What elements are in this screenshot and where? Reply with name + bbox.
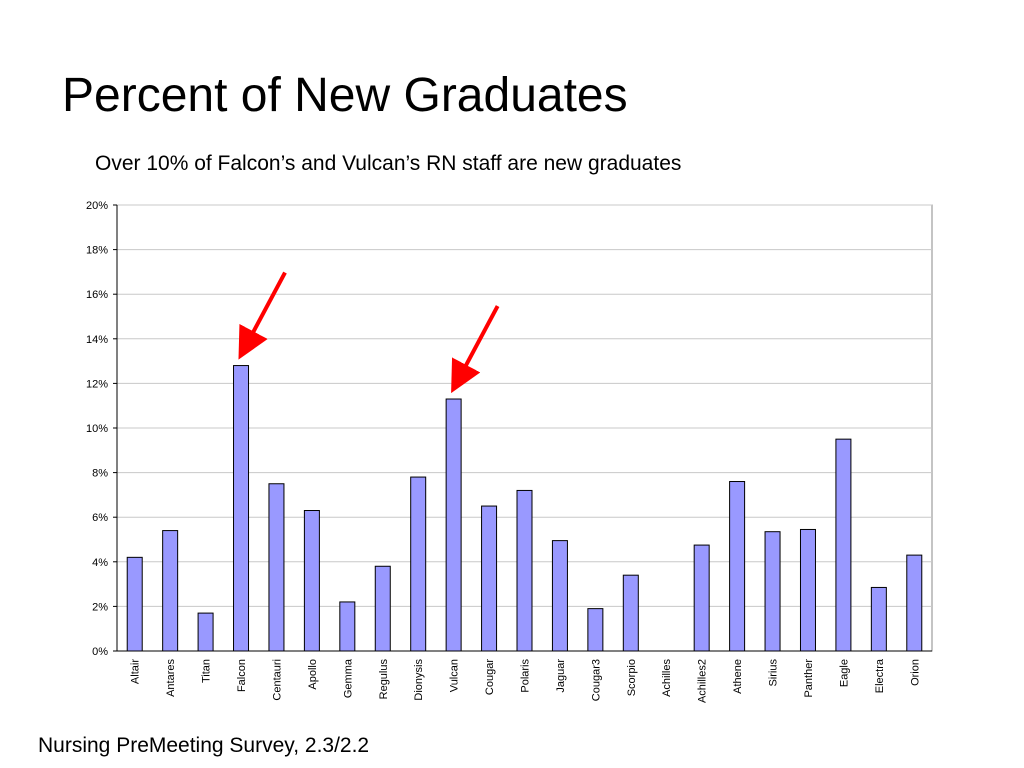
arrow-falcon <box>238 271 287 360</box>
x-tick-label: Antares <box>165 659 177 697</box>
bar-jaguar <box>551 540 568 652</box>
slide-subtitle: Over 10% of Falcon’s and Vulcan’s RN sta… <box>95 152 682 175</box>
x-tick-label: Eagle <box>838 659 850 687</box>
bar-dionysis <box>410 476 427 652</box>
slide-title: Percent of New Graduates <box>62 69 628 122</box>
gridlines <box>116 204 933 652</box>
annotations <box>238 271 500 394</box>
y-tick-label: 4% <box>92 557 108 569</box>
bar-vulcan <box>445 398 462 652</box>
bar-falcon <box>233 365 250 652</box>
x-tick-label: Apollo <box>307 659 319 690</box>
bar-cougar3 <box>587 608 604 652</box>
bar-eagle <box>835 438 852 652</box>
bar-achilles2 <box>693 544 710 652</box>
bar-apollo <box>303 510 320 652</box>
x-tick-label: Achilles2 <box>697 659 709 703</box>
x-tick-label: Polaris <box>520 659 532 693</box>
bar-cougar <box>481 505 498 652</box>
x-tick-label: Titan <box>201 659 213 683</box>
x-tick-label: Cougar3 <box>590 659 602 701</box>
y-tick-label: 16% <box>86 289 108 301</box>
bar-athene <box>729 481 746 652</box>
x-tick-label: Centauri <box>271 659 283 701</box>
x-tick-label: Orion <box>909 659 921 686</box>
y-tick-label: 8% <box>92 468 108 480</box>
x-tick-label: Scorpio <box>626 659 638 696</box>
bar-electra <box>870 586 887 652</box>
bar-centauri <box>268 483 285 652</box>
bars <box>126 365 923 652</box>
y-tick-label: 14% <box>86 334 108 346</box>
bar-panther <box>799 528 816 652</box>
y-tick-label: 0% <box>92 646 108 658</box>
x-tick-label: Jaguar <box>555 659 567 693</box>
arrow-vulcan <box>451 305 500 394</box>
x-tick-label: Regulus <box>378 659 390 700</box>
x-tick-label: Altair <box>130 659 142 684</box>
bar-titan <box>197 612 214 652</box>
x-tick-label: Gemma <box>342 658 354 698</box>
bar-orion <box>906 554 923 652</box>
x-tick-label: Electra <box>874 658 886 693</box>
x-tick-label: Cougar <box>484 659 496 695</box>
y-tick-label: 20% <box>86 200 108 212</box>
bar-altair <box>126 556 143 652</box>
x-tick-label: Achilles <box>661 659 673 697</box>
bar-regulus <box>374 565 391 652</box>
bar-sirius <box>764 531 781 652</box>
y-axis-ticks: 0% 2% 4% 6% 8% 10% 12% 14% 16% 18% 20% <box>86 200 118 658</box>
bar-antares <box>162 530 179 652</box>
y-tick-label: 18% <box>86 245 108 257</box>
x-tick-label: Athene <box>732 659 744 694</box>
y-tick-label: 10% <box>86 423 108 435</box>
slide-footer: Nursing PreMeeting Survey, 2.3/2.2 <box>38 734 370 757</box>
y-tick-label: 12% <box>86 378 108 390</box>
x-tick-label: Vulcan <box>449 659 461 692</box>
x-tick-label: Sirius <box>768 659 780 687</box>
x-axis-ticks: Altair Antares Titan Falcon Centauri Apollo Ge… <box>117 650 932 703</box>
bar-gemma <box>339 601 356 652</box>
y-tick-label: 2% <box>92 601 108 613</box>
bar-polaris <box>516 489 533 652</box>
x-tick-label: Falcon <box>236 659 248 692</box>
x-tick-label: Panther <box>803 659 815 698</box>
x-tick-label: Dionysis <box>413 659 425 701</box>
bar-scorpio <box>622 574 639 652</box>
y-tick-label: 6% <box>92 512 108 524</box>
